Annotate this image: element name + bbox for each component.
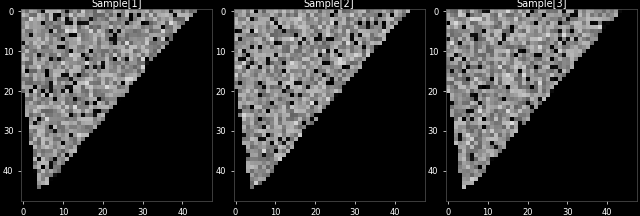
Title: Sample[2]: Sample[2] xyxy=(304,0,355,9)
Title: Sample[1]: Sample[1] xyxy=(92,0,142,9)
Title: Sample[3]: Sample[3] xyxy=(516,0,567,9)
